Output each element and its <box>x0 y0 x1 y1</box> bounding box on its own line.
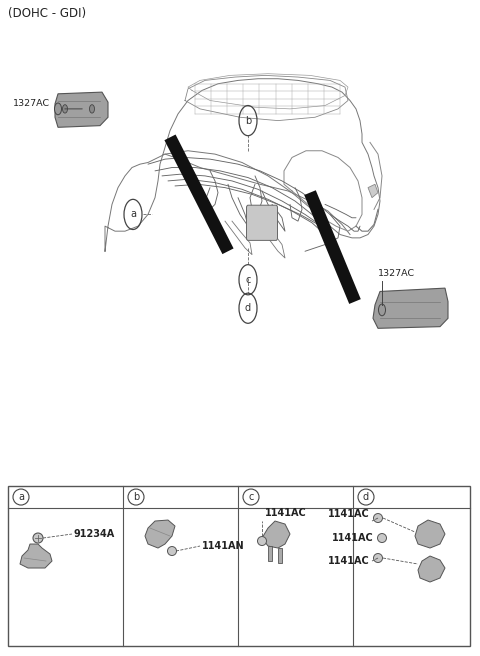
Text: d: d <box>245 303 251 313</box>
Bar <box>8 486 470 646</box>
Polygon shape <box>373 288 448 328</box>
Text: b: b <box>245 115 251 125</box>
Polygon shape <box>55 92 108 127</box>
Text: 1141AC: 1141AC <box>328 556 370 566</box>
Text: a: a <box>18 492 24 502</box>
Polygon shape <box>20 544 52 568</box>
Text: 1141AC: 1141AC <box>328 509 370 519</box>
Polygon shape <box>278 548 282 563</box>
Text: d: d <box>363 492 369 502</box>
Circle shape <box>62 105 68 113</box>
Circle shape <box>55 103 61 115</box>
Circle shape <box>89 105 95 113</box>
Text: 1141AC: 1141AC <box>332 533 374 543</box>
Polygon shape <box>418 556 445 582</box>
Text: a: a <box>130 209 136 219</box>
Text: 1327AC: 1327AC <box>378 269 415 278</box>
Circle shape <box>377 533 386 543</box>
Circle shape <box>257 537 266 546</box>
Polygon shape <box>415 520 445 548</box>
Circle shape <box>33 533 43 543</box>
Text: c: c <box>248 492 254 502</box>
Polygon shape <box>145 520 175 548</box>
Text: c: c <box>245 275 251 285</box>
Text: 91234A: 91234A <box>74 529 115 539</box>
Polygon shape <box>262 521 290 548</box>
Circle shape <box>373 554 383 563</box>
Text: (DOHC - GDI): (DOHC - GDI) <box>8 7 86 20</box>
Polygon shape <box>268 546 272 561</box>
Circle shape <box>168 546 177 556</box>
FancyBboxPatch shape <box>247 205 277 240</box>
Polygon shape <box>368 184 378 197</box>
Circle shape <box>379 304 385 316</box>
Text: 1141AN: 1141AN <box>202 541 245 551</box>
Text: b: b <box>133 492 139 502</box>
Text: 1141AC: 1141AC <box>265 508 307 518</box>
Text: 1327AC: 1327AC <box>13 99 50 108</box>
Circle shape <box>373 514 383 523</box>
